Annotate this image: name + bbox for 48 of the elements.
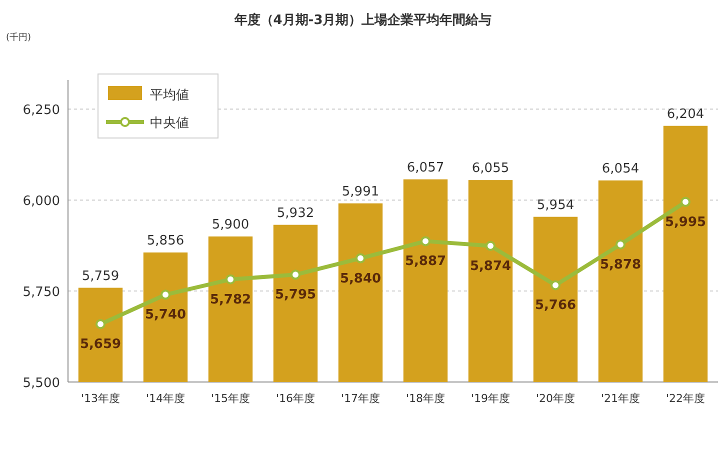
data-label: 5,991 <box>342 184 380 200</box>
data-label: 5,878 <box>600 257 642 272</box>
x-tick-label: '19年度 <box>470 392 510 405</box>
point <box>420 236 430 246</box>
x-tick-label: '22年度 <box>666 392 706 405</box>
x-tick-label: '17年度 <box>340 392 380 405</box>
data-label: 5,887 <box>404 254 446 270</box>
y-axis-title: (千円) <box>6 32 32 43</box>
x-tick-label: '21年度 <box>600 392 640 405</box>
data-label: 6,055 <box>472 161 510 176</box>
point <box>290 270 300 280</box>
data-label: 5,740 <box>144 308 186 323</box>
y-tick-label: 6,000 <box>22 194 60 210</box>
y-tick-label: 5,750 <box>22 285 60 300</box>
point <box>356 253 366 264</box>
data-label: 5,856 <box>146 233 184 248</box>
chart-title: 年度（4月期-3月期）上場企業平均年間給与 <box>233 12 492 28</box>
point <box>226 274 236 284</box>
y-tick-label: 6,250 <box>22 103 60 118</box>
data-label: 5,954 <box>536 198 574 213</box>
x-tick-label: '13年度 <box>80 392 120 405</box>
legend-label: 中央値 <box>150 116 189 131</box>
data-label: 5,900 <box>212 217 250 232</box>
data-label: 6,054 <box>602 161 640 176</box>
x-tick-label: '18年度 <box>406 392 446 405</box>
x-tick-label: '15年度 <box>210 392 250 405</box>
data-label: 6,204 <box>666 106 704 122</box>
point <box>160 290 170 300</box>
data-label: 5,932 <box>276 206 314 221</box>
legend-label: 平均値 <box>150 88 189 103</box>
data-label: 5,874 <box>470 258 512 274</box>
point <box>616 239 626 250</box>
point <box>680 196 690 207</box>
data-label: 5,995 <box>664 214 706 230</box>
data-label: 5,659 <box>80 337 122 352</box>
data-label: 5,766 <box>534 298 576 314</box>
data-label: 5,795 <box>274 288 316 303</box>
x-tick-label: '16年度 <box>276 392 316 405</box>
data-label: 6,057 <box>406 160 444 176</box>
point <box>550 280 560 290</box>
x-tick-label: '14年度 <box>146 392 186 405</box>
point <box>96 319 106 330</box>
data-label: 5,759 <box>82 268 120 284</box>
x-tick-label: '20年度 <box>536 392 576 405</box>
data-label: 5,782 <box>210 292 252 308</box>
y-tick-label: 5,500 <box>22 376 60 391</box>
point <box>486 240 496 251</box>
data-label: 5,840 <box>340 271 382 286</box>
